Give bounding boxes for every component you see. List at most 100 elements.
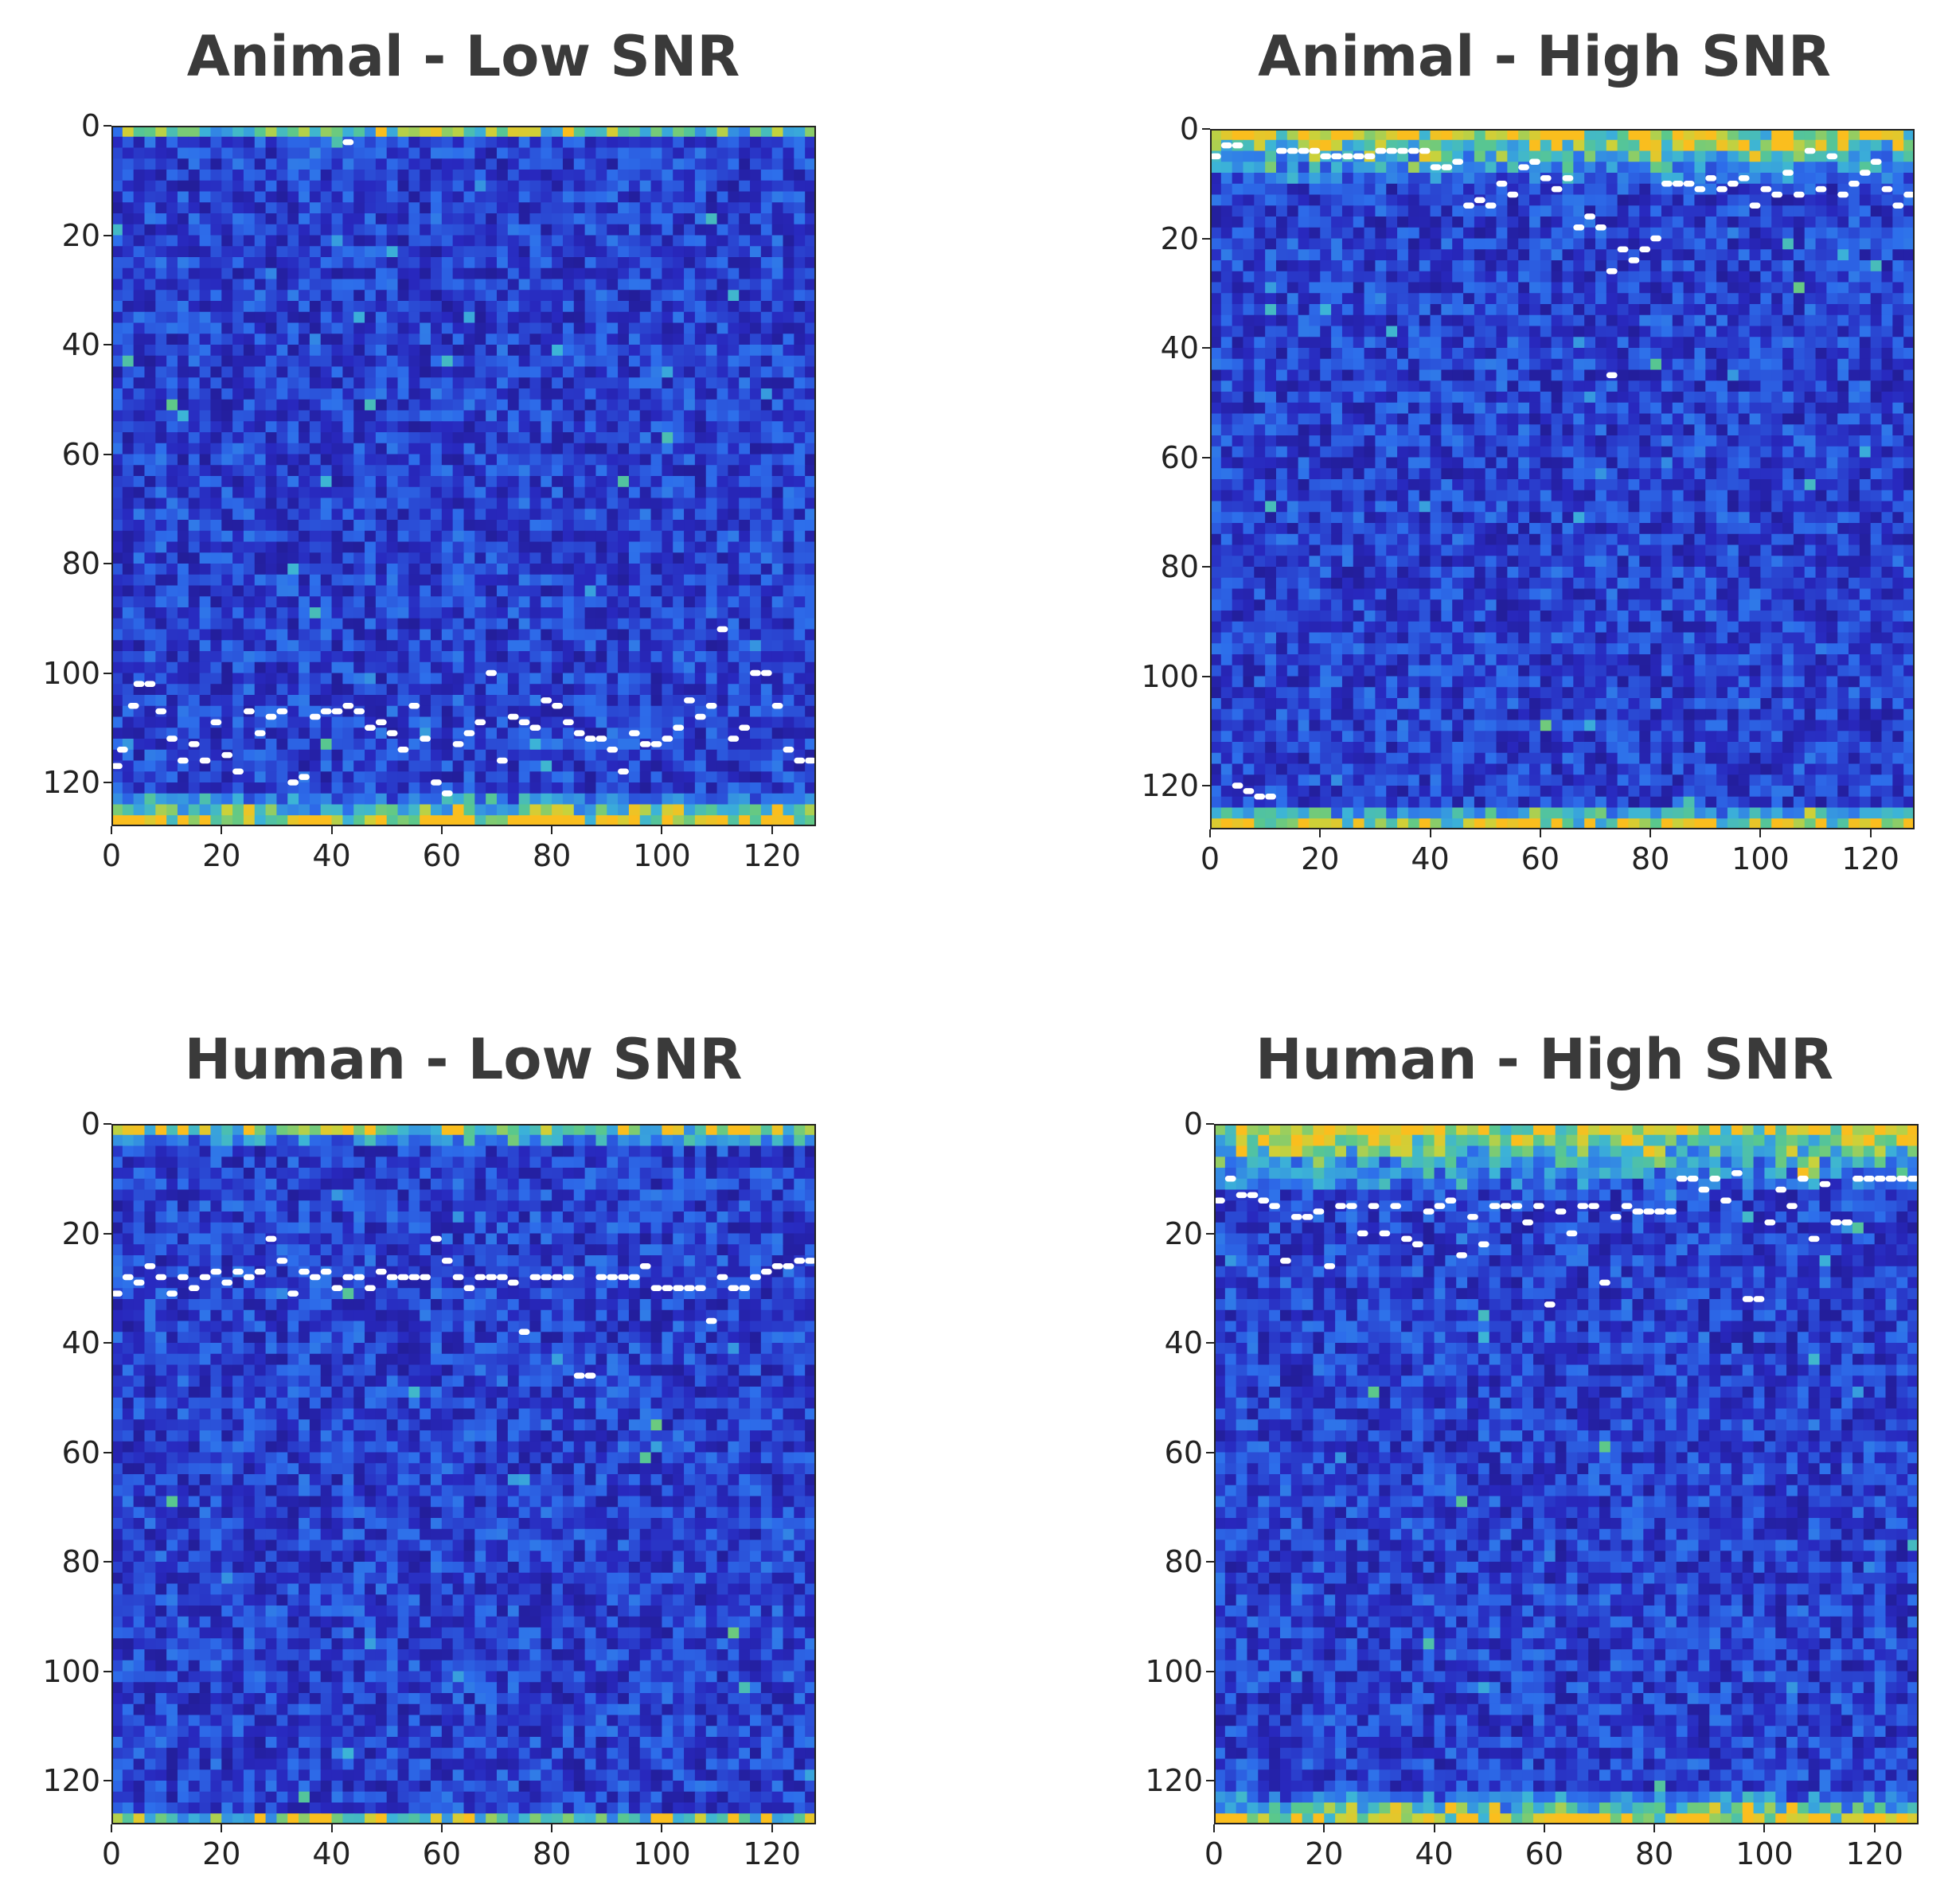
trace-point <box>1819 1180 1831 1188</box>
trace-point <box>1324 1262 1336 1270</box>
trace-point <box>1650 235 1661 242</box>
trace-point <box>541 697 552 704</box>
trace-point <box>628 730 640 736</box>
x-tick-mark <box>111 1824 112 1832</box>
trace-point <box>1485 202 1497 209</box>
trace-point <box>1247 1192 1259 1199</box>
trace-point <box>1540 175 1552 181</box>
y-tick-mark <box>1202 566 1210 568</box>
trace-point <box>1830 1219 1842 1226</box>
trace-point <box>243 708 255 715</box>
trace-point <box>486 669 497 677</box>
trace-point <box>408 702 420 709</box>
trace-point <box>1665 1208 1677 1215</box>
trace-point <box>783 1262 794 1270</box>
trace-point <box>1254 793 1266 800</box>
y-tick-mark <box>1206 1123 1214 1125</box>
trace-point <box>342 139 354 146</box>
trace-point <box>694 713 706 720</box>
trace-point <box>1771 191 1783 198</box>
trace-point <box>595 735 607 742</box>
trace-point <box>1797 1175 1809 1182</box>
y-tick-mark <box>103 453 111 455</box>
trace-point <box>177 1274 189 1281</box>
trace-point <box>1411 1241 1423 1248</box>
trace-point <box>386 1274 398 1281</box>
trace-point <box>552 1274 563 1281</box>
axes-frame <box>1210 129 1915 829</box>
heatmap-cells <box>111 126 816 826</box>
trace-point <box>221 1279 233 1286</box>
trace-point <box>684 1285 695 1292</box>
x-tick-label: 40 <box>1411 841 1450 876</box>
trace-point <box>1511 1203 1523 1209</box>
x-tick-mark <box>1429 829 1431 837</box>
trace-point <box>1335 1203 1346 1209</box>
x-tick-mark <box>440 1824 443 1832</box>
trace-point <box>607 746 619 753</box>
trace-point <box>739 724 751 732</box>
trace-point <box>155 1274 167 1281</box>
trace-point <box>1698 1186 1710 1193</box>
trace-point <box>1683 180 1695 187</box>
trace-point <box>1639 246 1651 253</box>
trace-point <box>320 1268 332 1275</box>
trace-point <box>1467 1214 1478 1220</box>
trace-point <box>1419 147 1431 154</box>
trace-point <box>463 1285 475 1292</box>
trace-point <box>1760 185 1772 193</box>
trace-point <box>805 757 816 764</box>
trace-point <box>1478 1241 1489 1248</box>
x-tick-label: 100 <box>1731 841 1790 876</box>
trace-point <box>1672 180 1684 187</box>
trace-point <box>441 1258 453 1264</box>
x-tick-label: 20 <box>1305 1836 1344 1871</box>
trace-point <box>1731 1170 1743 1176</box>
trace-point <box>1456 1252 1468 1258</box>
trace-point <box>639 1262 651 1270</box>
trace-point <box>177 757 189 764</box>
y-tick-mark <box>103 1451 111 1453</box>
x-tick-label: 60 <box>422 1836 462 1871</box>
trace-point <box>1368 1203 1380 1209</box>
panel-title-animal-low-snr: Animal - Low SNR <box>186 24 740 89</box>
trace-point <box>431 1235 442 1243</box>
trace-point <box>1265 793 1276 800</box>
trace-point <box>1654 1208 1665 1215</box>
x-tick-mark <box>221 826 223 834</box>
trace-point <box>496 1274 508 1281</box>
x-tick-label: 80 <box>532 838 572 873</box>
trace-point <box>771 1262 783 1270</box>
trace-point <box>1390 1203 1402 1209</box>
y-tick-mark <box>1206 1670 1214 1672</box>
trace-point <box>1286 147 1298 154</box>
x-tick-label: 60 <box>422 838 462 873</box>
trace-point <box>276 1258 288 1264</box>
heatmap-field <box>111 1124 816 1824</box>
trace-point <box>1595 224 1606 231</box>
trace-point <box>628 1274 640 1281</box>
trace-point <box>750 669 761 677</box>
trace-point <box>287 779 299 786</box>
x-tick-label: 0 <box>1204 1836 1224 1871</box>
trace-point <box>1874 1175 1886 1182</box>
trace-point <box>1837 191 1849 198</box>
trace-point <box>375 1268 387 1275</box>
x-tick-label: 0 <box>101 838 122 873</box>
x-tick-label: 60 <box>1525 1836 1564 1871</box>
y-tick-label: 40 <box>1164 1325 1203 1360</box>
y-tick-label: 0 <box>1179 111 1199 146</box>
x-tick-mark <box>1873 1824 1876 1832</box>
trace-point <box>1302 1214 1314 1220</box>
x-tick-mark <box>771 826 773 834</box>
trace-point <box>254 1268 266 1275</box>
x-tick-label: 20 <box>1301 841 1340 876</box>
trace-point <box>1500 1203 1512 1209</box>
trace-point <box>584 735 596 742</box>
trace-point <box>331 1285 343 1292</box>
trace-point <box>618 768 629 775</box>
trace-point <box>1279 1258 1291 1264</box>
trace-point <box>1423 1208 1435 1215</box>
trace-point <box>243 1274 255 1281</box>
trace-point <box>1903 191 1915 198</box>
